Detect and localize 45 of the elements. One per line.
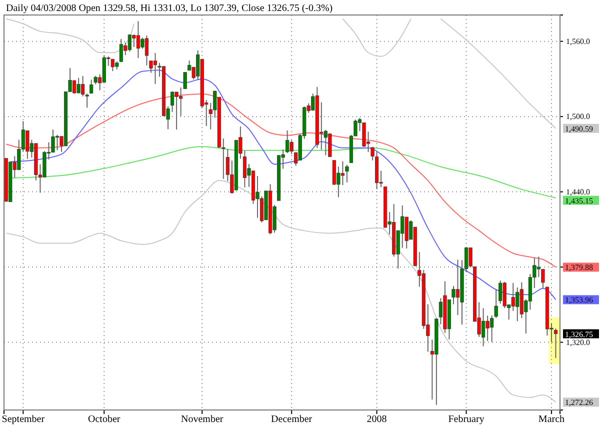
data-label: 1,490.59 (565, 124, 593, 134)
line-series (440, 18, 556, 129)
text: 1,326.75 (565, 330, 593, 339)
x-tick-label: 2008 (366, 414, 387, 425)
candlestick (144, 34, 149, 66)
candlestick (452, 285, 456, 305)
candlestick (170, 90, 174, 113)
chart-title: Daily 04/03/2008 Open 1329.58, Hi 1331.03, Lo 1307.39, Close 1326.75 (-0.3%) (6, 3, 333, 14)
candlestick (90, 79, 94, 94)
x-tick-label: September (2, 414, 46, 425)
candlestick (132, 34, 136, 48)
y-tick-label: 1,320.0 (566, 338, 590, 347)
data-label: 1,353.96 (565, 296, 593, 305)
candlestick (456, 259, 460, 316)
x-tick-label: March (538, 414, 565, 425)
candlestick (340, 160, 345, 186)
y-tick-label: 1,560.0 (566, 36, 590, 46)
y-tick-label: 1,440.0 (566, 187, 590, 196)
candlestick (345, 164, 349, 183)
data-label: 1,435.15 (565, 196, 593, 206)
candlestick (174, 91, 178, 130)
candlestick (468, 247, 472, 268)
candlestick (286, 130, 290, 154)
candlestick (136, 20, 140, 59)
candlestick (362, 122, 366, 148)
candlestick (290, 140, 294, 155)
data-label: 1,272.26 (565, 398, 593, 408)
candlestick (541, 268, 545, 289)
x-tick-label: October (88, 414, 121, 425)
y-tick-label: 1,500.0 (566, 112, 590, 122)
x-tick-label: February (448, 414, 484, 425)
candlestick (153, 52, 158, 84)
line-series (6, 94, 556, 268)
data-label: 1,379.88 (565, 263, 593, 272)
candlestick (55, 134, 60, 151)
line-series (6, 180, 556, 403)
candlestick (498, 280, 502, 304)
x-tick-label: November (181, 414, 224, 425)
candlestick (76, 77, 80, 94)
candlestick (554, 328, 558, 359)
candlestick (51, 129, 55, 153)
x-tick-label: December (271, 414, 313, 425)
line-series (342, 18, 412, 57)
line-series (6, 18, 134, 54)
line-series (10, 70, 556, 300)
